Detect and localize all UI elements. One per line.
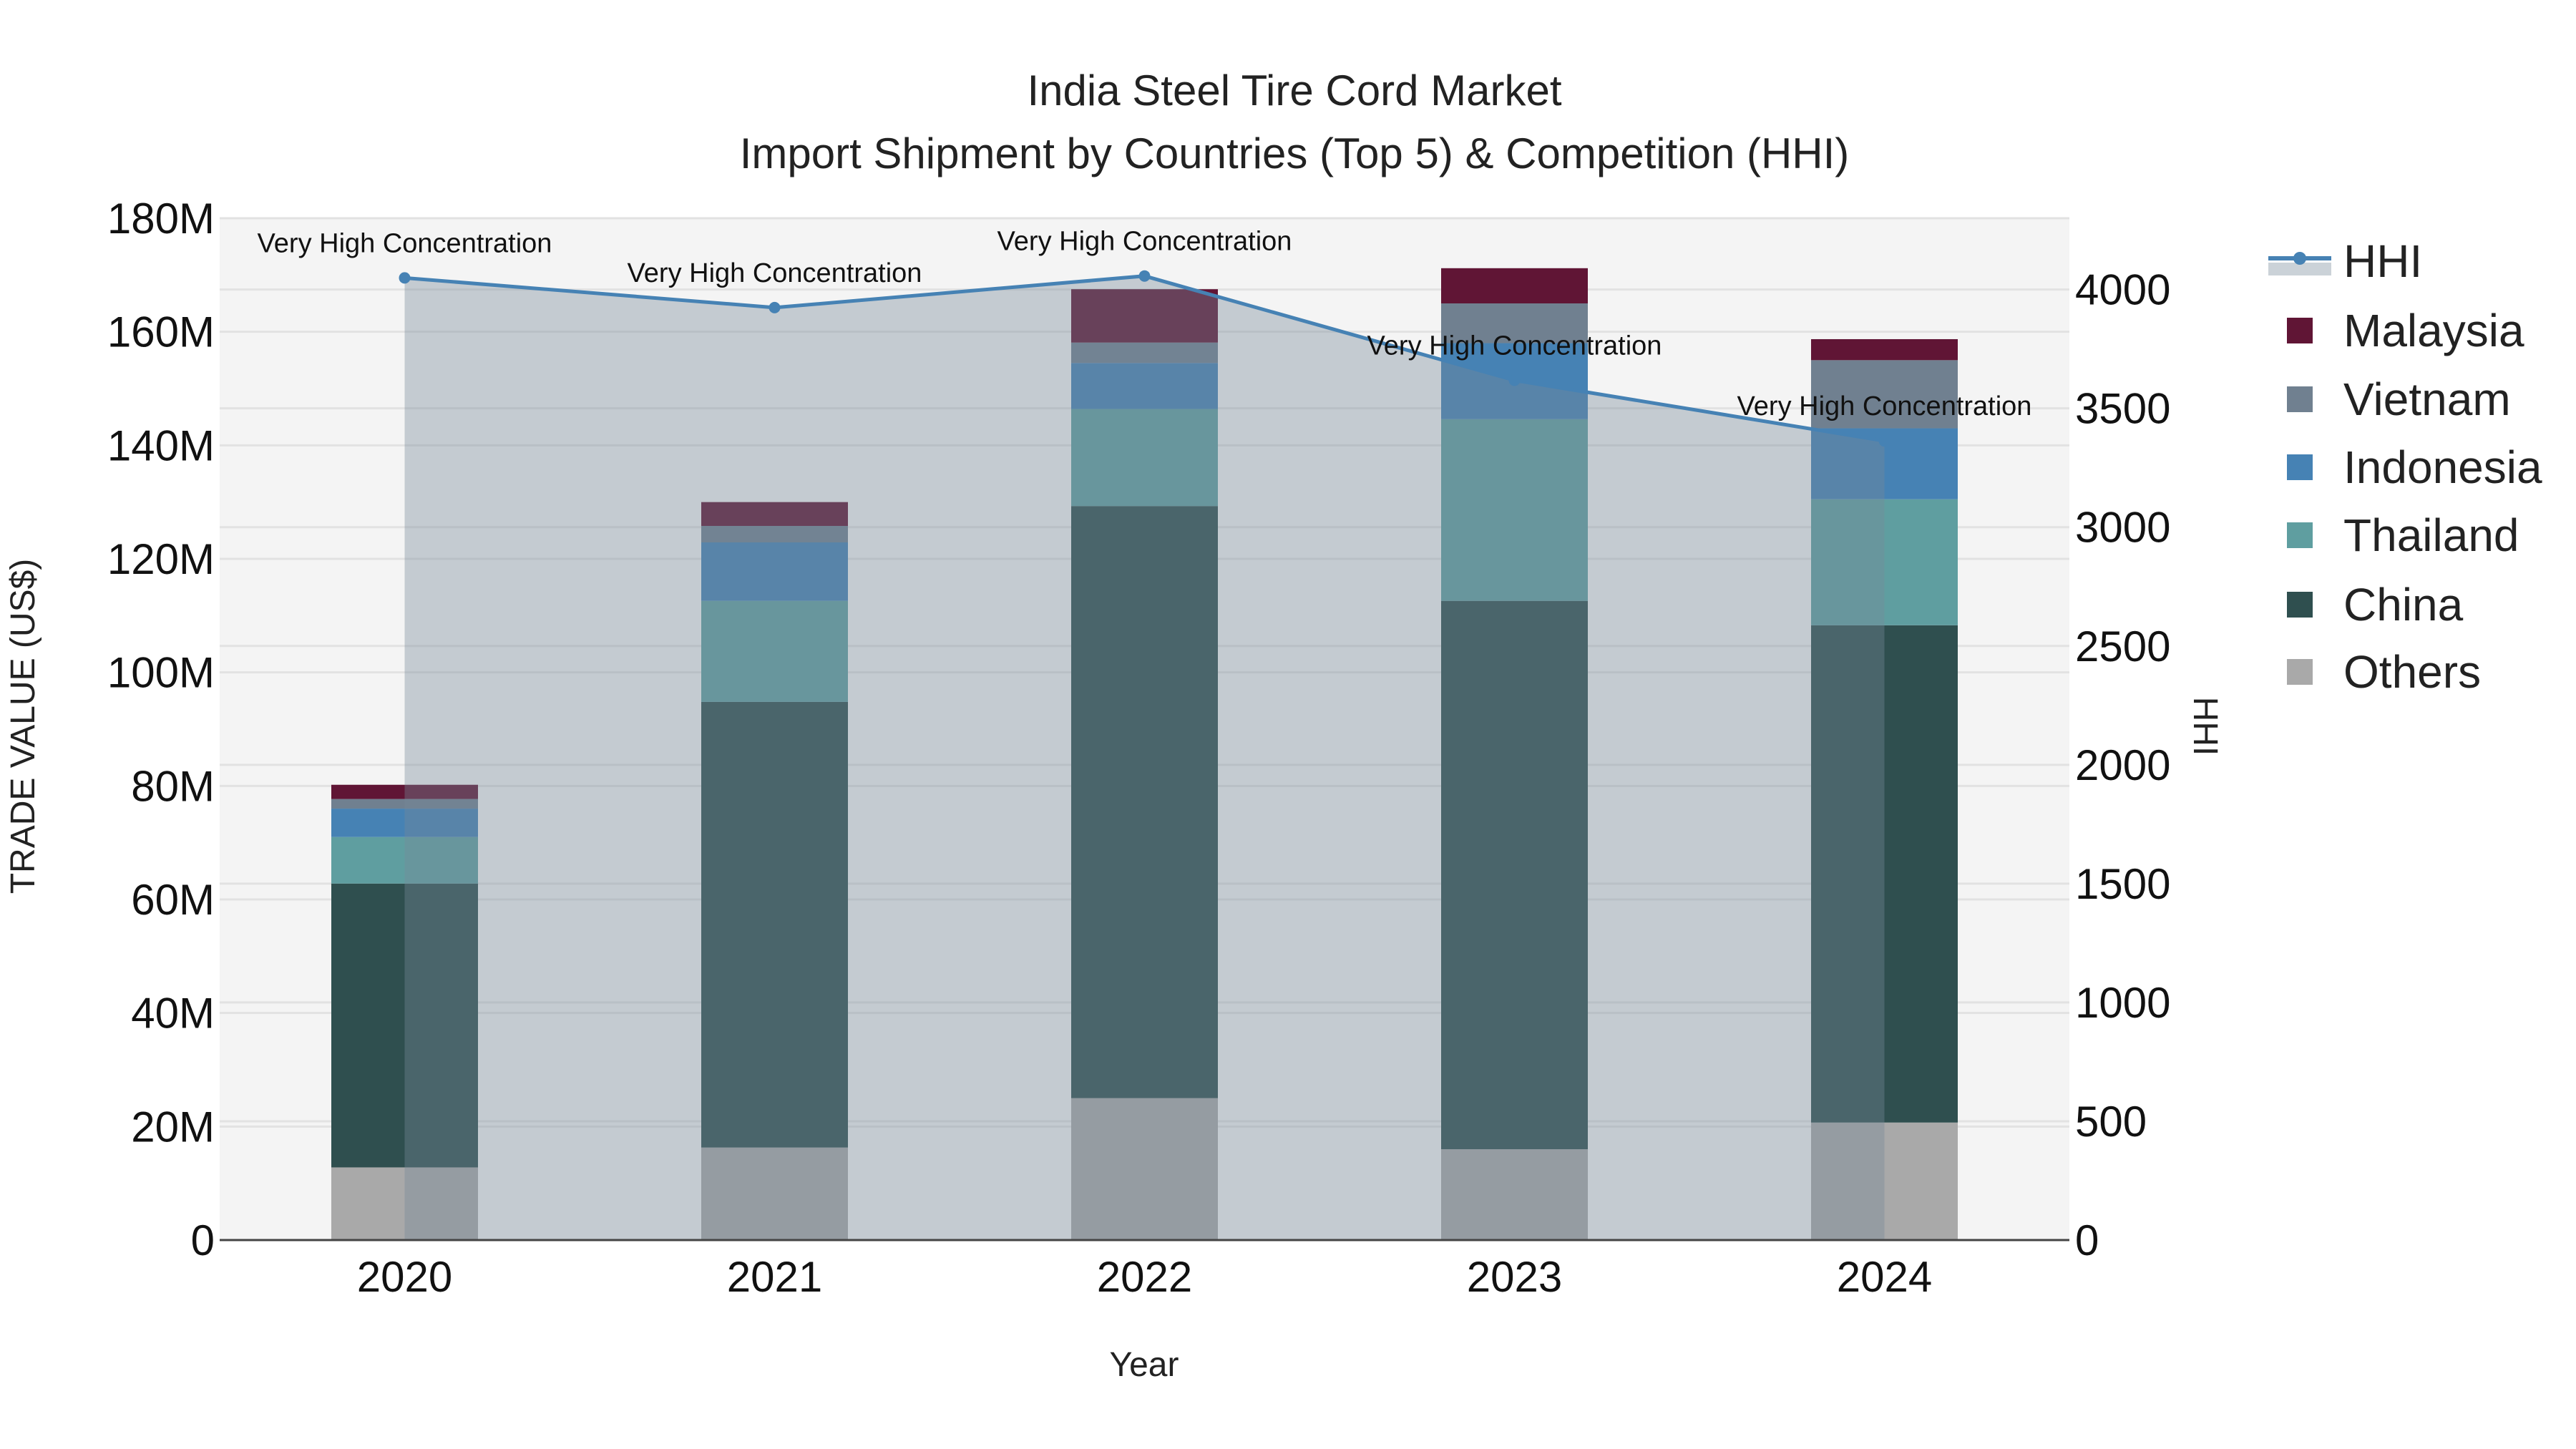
chart-subtitle: Import Shipment by Countries (Top 5) & C… bbox=[740, 130, 1850, 177]
y-tick-label: 40M bbox=[131, 990, 215, 1038]
y2-tick-label: 0 bbox=[2075, 1216, 2099, 1264]
y-axis-title: TRADE VALUE (US$) bbox=[4, 559, 42, 894]
bar-indonesia-2021 bbox=[701, 542, 848, 601]
legend-swatch bbox=[2287, 386, 2313, 412]
hhi-point-2022 bbox=[1138, 270, 1151, 282]
y-tick-label: 160M bbox=[107, 308, 215, 356]
axis-ticks: 0 20M 40M 60M 80M 100M 120M 140M 160M 180M 0 500 100… bbox=[107, 195, 2171, 1301]
x-axis-title: Year bbox=[1110, 1346, 1179, 1384]
bar-indonesia-2020 bbox=[331, 809, 478, 837]
y2-tick-label: 1000 bbox=[2075, 979, 2170, 1027]
bar-malaysia-2022 bbox=[1071, 289, 1218, 343]
y-tick-label: 80M bbox=[131, 762, 215, 810]
bar-others-2023 bbox=[1441, 1149, 1588, 1240]
y-tick-label: 100M bbox=[107, 649, 215, 697]
legend-item-china: China bbox=[2287, 579, 2464, 630]
hhi-area-fill bbox=[404, 275, 1885, 1240]
legend-hhi-marker bbox=[2293, 252, 2306, 265]
bar-others-2020 bbox=[331, 1167, 478, 1240]
annotations: Very High Concentration Very High Concent… bbox=[258, 227, 2032, 421]
legend: HHI Malaysia Vietnam Indonesia Thailand China… bbox=[2268, 235, 2542, 698]
legend-swatch bbox=[2287, 454, 2313, 480]
y2-tick-label: 2000 bbox=[2075, 741, 2170, 789]
legend-item-others: Others bbox=[2287, 646, 2481, 698]
bar-others-2021 bbox=[701, 1147, 848, 1240]
y2-tick-label: 500 bbox=[2075, 1098, 2147, 1146]
bar-vietnam-2020 bbox=[331, 799, 478, 809]
hhi-annotation: Very High Concentration bbox=[1367, 331, 1662, 361]
bar-china-2022 bbox=[1071, 506, 1218, 1098]
bar-thailand-2020 bbox=[331, 836, 478, 884]
y2-tick-label: 3500 bbox=[2075, 385, 2170, 433]
hhi-point-2024 bbox=[1878, 435, 1890, 447]
bar-thailand-2021 bbox=[701, 600, 848, 702]
hhi-area bbox=[399, 270, 1890, 1240]
hhi-point-2020 bbox=[399, 272, 411, 284]
legend-label: Others bbox=[2343, 646, 2481, 698]
y2-tick-label: 3000 bbox=[2075, 504, 2170, 552]
hhi-annotation: Very High Concentration bbox=[1737, 391, 2032, 421]
legend-label: HHI bbox=[2343, 235, 2422, 287]
hhi-annotation: Very High Concentration bbox=[258, 228, 552, 258]
y-tick-label: 60M bbox=[131, 876, 215, 924]
bar-thailand-2024 bbox=[1811, 499, 1958, 625]
bar-china-2024 bbox=[1811, 625, 1958, 1123]
legend-label: Malaysia bbox=[2343, 305, 2524, 356]
hhi-annotation: Very High Concentration bbox=[628, 258, 922, 288]
bar-china-2021 bbox=[701, 701, 848, 1148]
legend-swatch bbox=[2287, 522, 2313, 548]
legend-item-hhi: HHI bbox=[2268, 235, 2422, 287]
bar-indonesia-2022 bbox=[1071, 363, 1218, 409]
hhi-annotation: Very High Concentration bbox=[997, 227, 1292, 257]
bar-malaysia-2021 bbox=[701, 502, 848, 526]
legend-hhi-area-swatch bbox=[2268, 263, 2331, 275]
legend-item-indonesia: Indonesia bbox=[2287, 441, 2542, 493]
bar-vietnam-2024 bbox=[1811, 360, 1958, 429]
y2-axis-title: HHI bbox=[2186, 697, 2224, 756]
bar-others-2024 bbox=[1811, 1122, 1958, 1240]
bar-thailand-2022 bbox=[1071, 409, 1218, 507]
y2-tick-label: 1500 bbox=[2075, 860, 2170, 908]
bar-malaysia-2024 bbox=[1811, 338, 1958, 361]
x-tick-label: 2023 bbox=[1467, 1253, 1562, 1301]
legend-item-thailand: Thailand bbox=[2287, 509, 2519, 561]
chart-title: India Steel Tire Cord Market bbox=[1028, 67, 1562, 114]
y-tick-label: 120M bbox=[107, 535, 215, 583]
x-tick-label: 2024 bbox=[1837, 1253, 1932, 1301]
y2-tick-label: 4000 bbox=[2075, 266, 2170, 314]
legend-label: Indonesia bbox=[2343, 441, 2542, 493]
legend-swatch bbox=[2287, 659, 2313, 685]
bar-china-2020 bbox=[331, 883, 478, 1168]
hhi-point-2023 bbox=[1508, 374, 1521, 386]
legend-label: Thailand bbox=[2343, 509, 2519, 561]
bar-vietnam-2023 bbox=[1441, 303, 1588, 343]
y-tick-label: 0 bbox=[191, 1216, 215, 1264]
legend-swatch bbox=[2287, 318, 2313, 343]
y-tick-label: 140M bbox=[107, 421, 215, 469]
bar-malaysia-2023 bbox=[1441, 268, 1588, 303]
hhi-point-2021 bbox=[769, 301, 781, 313]
legend-label: Vietnam bbox=[2343, 374, 2511, 425]
y-tick-label: 180M bbox=[107, 195, 215, 243]
bar-others-2022 bbox=[1071, 1098, 1218, 1240]
bar-china-2023 bbox=[1441, 600, 1588, 1150]
bars bbox=[331, 268, 1958, 1240]
x-tick-label: 2021 bbox=[727, 1253, 822, 1301]
bar-vietnam-2021 bbox=[701, 525, 848, 542]
y-tick-label: 20M bbox=[131, 1103, 215, 1151]
bar-vietnam-2022 bbox=[1071, 342, 1218, 364]
legend-item-vietnam: Vietnam bbox=[2287, 374, 2511, 425]
legend-swatch bbox=[2287, 592, 2313, 618]
x-tick-label: 2020 bbox=[357, 1253, 452, 1301]
bar-malaysia-2020 bbox=[331, 784, 478, 799]
legend-item-malaysia: Malaysia bbox=[2287, 305, 2524, 356]
y2-tick-label: 2500 bbox=[2075, 623, 2170, 670]
bar-thailand-2023 bbox=[1441, 419, 1588, 601]
x-tick-label: 2022 bbox=[1097, 1253, 1192, 1301]
legend-label: China bbox=[2343, 579, 2464, 630]
